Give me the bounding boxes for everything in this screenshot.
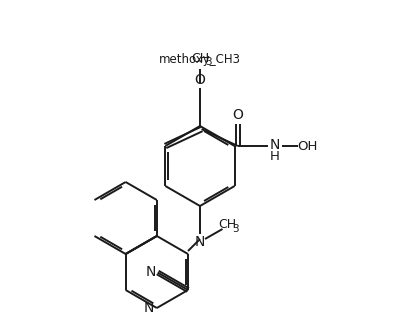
Text: 3: 3 xyxy=(232,224,239,234)
Text: N: N xyxy=(145,265,156,279)
Text: O: O xyxy=(232,108,243,122)
Text: OH: OH xyxy=(298,139,318,153)
Text: 3: 3 xyxy=(205,57,211,67)
Text: O: O xyxy=(195,73,206,87)
Text: CH: CH xyxy=(219,218,236,232)
Text: N: N xyxy=(195,235,205,249)
Text: N: N xyxy=(144,301,154,315)
Text: N: N xyxy=(270,138,280,152)
Text: CH: CH xyxy=(191,51,209,65)
Text: methoxy_CH3: methoxy_CH3 xyxy=(159,53,241,67)
Text: H: H xyxy=(270,150,280,162)
